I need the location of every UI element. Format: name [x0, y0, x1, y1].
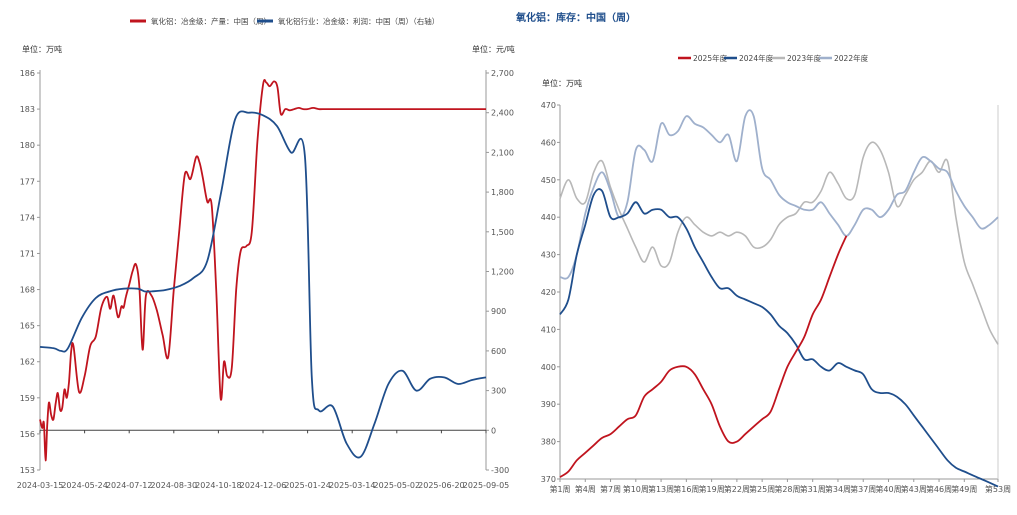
x-tick-label: 2025-09-05 — [463, 481, 510, 490]
y-tick-label: 470 — [541, 101, 556, 110]
x-tick-label: 第19周 — [699, 484, 725, 494]
y-tick-label-right: 2,100 — [491, 148, 514, 157]
x-tick-label: 第49周 — [951, 484, 977, 494]
y-tick-label: 380 — [541, 438, 556, 447]
y-tick-label-right: 600 — [491, 347, 506, 356]
x-tick-label: 第13周 — [648, 484, 674, 494]
y-tick-label-right: 1,200 — [491, 268, 514, 277]
y-tick-label-right: 2,400 — [491, 109, 514, 118]
y-tick-label-left: 165 — [20, 322, 35, 331]
x-tick-label: 第25周 — [749, 484, 775, 494]
x-tick-label: 第28周 — [774, 484, 800, 494]
series-line-2023 — [559, 141, 999, 345]
y-tick-label-left: 153 — [20, 466, 35, 475]
series-line-2022 — [559, 109, 999, 280]
y-tick-label-right: 1,800 — [491, 188, 514, 197]
y-tick-label: 400 — [541, 363, 556, 372]
y-tick-label: 390 — [541, 400, 556, 409]
x-tick-label: 第31周 — [800, 484, 826, 494]
x-tick-label: 第22周 — [724, 484, 750, 494]
y-tick-label-left: 186 — [20, 69, 35, 78]
y-tick-label-left: 162 — [20, 358, 35, 367]
x-tick-label: 第10周 — [623, 484, 649, 494]
y-tick-label-right: 2,700 — [491, 69, 514, 78]
y-tick-label: 440 — [541, 213, 556, 222]
page-title: 氧化铝：库存：中国（周） — [516, 13, 636, 24]
y-tick-label-left: 180 — [20, 141, 35, 150]
y-tick-label-right: 0 — [491, 426, 496, 435]
unit-label: 单位：万吨 — [542, 78, 582, 88]
y-tick-label: 460 — [541, 138, 556, 147]
y-tick-label-left: 159 — [20, 394, 35, 403]
x-tick-label: 第53周 — [985, 484, 1011, 494]
x-tick-label: 第37周 — [850, 484, 876, 494]
y-tick-label-left: 168 — [20, 286, 35, 295]
y-tick-label-left: 174 — [20, 213, 35, 222]
x-tick-label: 2025-01-24 — [284, 481, 331, 490]
x-tick-label: 第1周 — [549, 484, 570, 494]
y-tick-label-right: 300 — [491, 387, 506, 396]
legend-label: 2024年度 — [739, 53, 774, 63]
y-tick-label-right: 1,500 — [491, 228, 514, 237]
x-tick-label: 2024-05-24 — [61, 481, 108, 490]
x-tick-label: 2024-07-12 — [106, 481, 153, 490]
x-tick-label: 第4周 — [575, 484, 596, 494]
y-tick-label-left: 156 — [20, 430, 35, 439]
x-tick-label: 第16周 — [673, 484, 699, 494]
y-tick-label-left: 183 — [20, 105, 35, 114]
series-line-production — [39, 78, 486, 462]
y-tick-label: 430 — [541, 251, 556, 260]
series-line-2024 — [559, 188, 999, 488]
unit-label-left: 单位：万吨 — [22, 44, 62, 54]
y-tick-label: 420 — [541, 288, 556, 297]
x-tick-label: 2025-06-20 — [418, 481, 465, 490]
x-tick-label: 第34周 — [825, 484, 851, 494]
series-line-2025 — [559, 235, 848, 478]
x-tick-label: 第7周 — [600, 484, 621, 494]
unit-label-right: 单位：元/吨 — [472, 44, 515, 54]
x-tick-label: 第43周 — [901, 484, 927, 494]
y-tick-label-right: 900 — [491, 307, 506, 316]
y-tick-label-left: 177 — [20, 177, 35, 186]
legend-label: 2022年度 — [834, 53, 869, 63]
legend-label: 氧化铝：冶金级：产量：中国（周） — [151, 16, 271, 26]
x-tick-label: 2024-03-15 — [17, 481, 64, 490]
x-tick-label: 2025-05-02 — [374, 481, 421, 490]
legend-label: 氧化铝行业：冶金级：利润：中国（周）（右轴） — [278, 16, 439, 26]
y-tick-label: 410 — [541, 325, 556, 334]
x-tick-label: 2024-12-06 — [240, 481, 287, 490]
y-tick-label: 450 — [541, 176, 556, 185]
legend-label: 2023年度 — [787, 53, 822, 63]
x-tick-label: 2025-03-14 — [329, 481, 376, 490]
x-tick-label: 2024-08-30 — [151, 481, 198, 490]
legend-label: 2025年度 — [693, 53, 728, 63]
x-tick-label: 第40周 — [875, 484, 901, 494]
x-tick-label: 第46周 — [926, 484, 952, 494]
y-tick-label-left: 171 — [20, 249, 35, 258]
y-tick-label: 370 — [541, 475, 556, 484]
series-line-profit — [39, 110, 487, 459]
y-tick-label-right: -300 — [491, 466, 509, 475]
x-tick-label: 2024-10-18 — [195, 481, 242, 490]
